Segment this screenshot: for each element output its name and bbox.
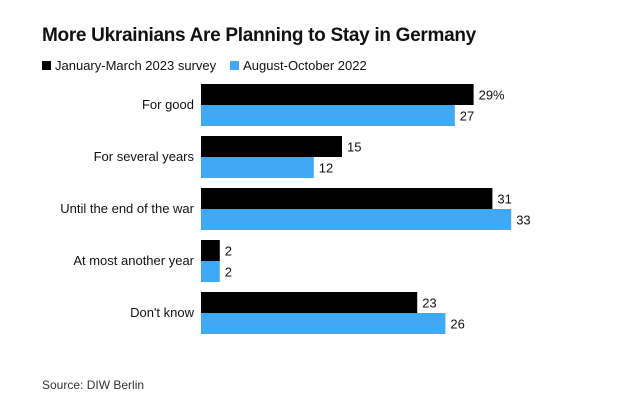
legend-item-series-1: January-March 2023 survey	[42, 58, 216, 73]
data-label-series-2: 2	[225, 265, 232, 280]
source-note: Source: DIW Berlin	[42, 378, 145, 392]
bar-series-2	[201, 157, 314, 178]
legend: January-March 2023 survey August-October…	[42, 58, 381, 73]
legend-swatch-series-2	[230, 61, 240, 70]
data-label-series-2: 12	[319, 161, 333, 176]
data-label-series-1: 29%	[479, 88, 505, 103]
bar-series-1	[201, 292, 418, 313]
category-label: Don't know	[130, 305, 195, 320]
bar-series-2	[201, 209, 512, 230]
legend-label-series-1: January-March 2023 survey	[55, 58, 217, 73]
category-label: At most another year	[73, 253, 194, 268]
bar-series-1	[201, 136, 342, 157]
data-label-series-1: 23	[422, 296, 436, 311]
data-label-series-2: 26	[450, 317, 464, 332]
bar-series-1	[201, 84, 474, 105]
data-label-series-2: 33	[516, 213, 530, 228]
category-label: For good	[142, 97, 194, 112]
data-label-series-1: 2	[225, 244, 232, 259]
bar-series-2	[201, 261, 220, 282]
bar-series-1	[201, 240, 220, 261]
legend-item-series-2: August-October 2022	[230, 58, 367, 73]
legend-label-series-2: August-October 2022	[243, 58, 367, 73]
data-label-series-1: 31	[497, 192, 511, 207]
chart-title: More Ukrainians Are Planning to Stay in …	[42, 25, 476, 46]
data-label-series-2: 27	[460, 109, 474, 124]
category-label: For several years	[94, 149, 195, 164]
legend-swatch-series-1	[42, 61, 51, 70]
category-label: Until the end of the war	[60, 201, 194, 216]
data-label-series-1: 15	[347, 140, 361, 155]
bar-series-2	[201, 313, 446, 334]
bar-series-1	[201, 188, 493, 209]
bar-series-2	[201, 105, 455, 126]
